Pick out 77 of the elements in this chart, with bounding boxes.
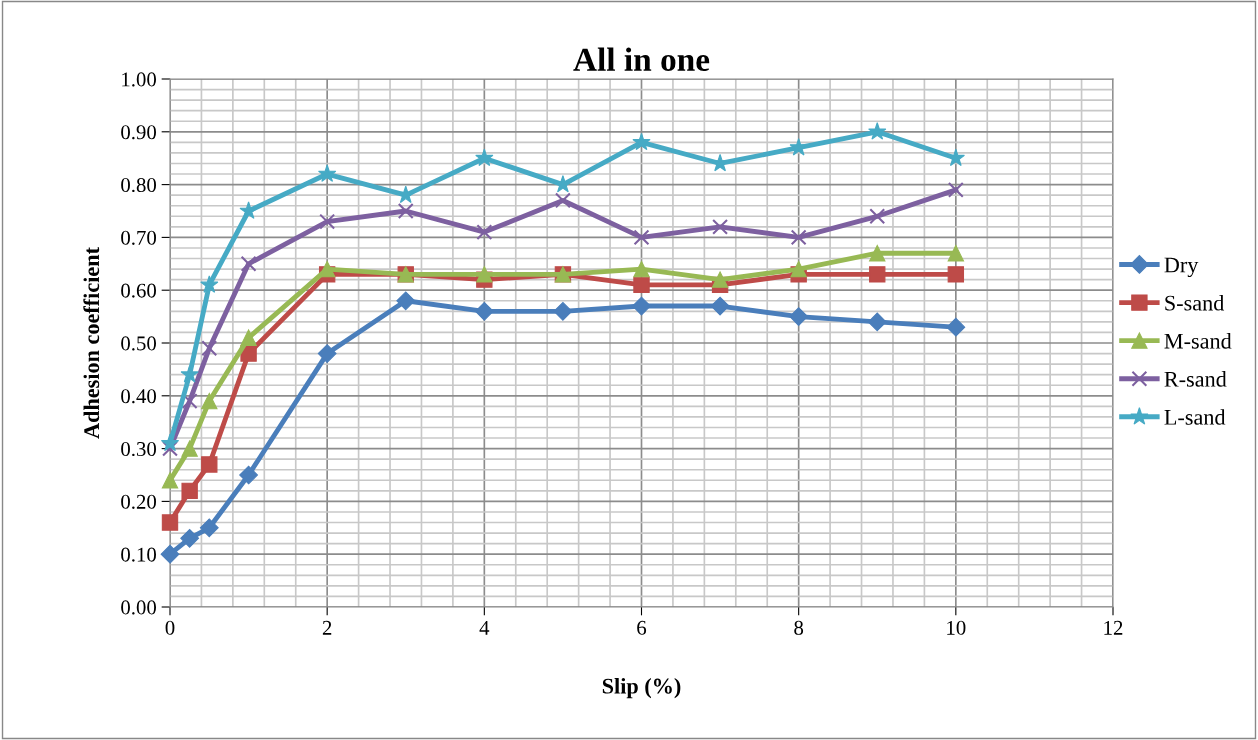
y-tick-label: 0.10 [121,547,157,562]
y-tick-label: 0.00 [121,600,157,615]
point [554,192,571,209]
point [181,440,198,457]
point [396,291,416,311]
point [319,213,336,230]
point [181,482,198,500]
point [239,465,258,485]
point [201,456,218,473]
y-axis-title: Adhesion coefficient [83,247,100,439]
point [868,122,887,140]
point [947,181,964,198]
point [180,528,200,548]
point [160,433,180,452]
point [869,245,886,262]
point [161,472,179,489]
point [712,218,729,235]
y-tick-label: 1.00 [122,72,157,87]
point [240,255,257,272]
x-tick-label: 8 [794,620,804,635]
point [946,317,966,337]
point [867,312,887,332]
y-tick-label: 0.70 [121,230,157,245]
point [318,164,337,182]
point [633,229,650,246]
point [790,229,807,246]
y-tick-label: 0.90 [121,125,157,140]
point [181,393,198,410]
point [162,440,178,457]
point [633,276,650,294]
point [553,301,573,321]
point [200,275,219,293]
point [180,365,199,383]
x-tick-label: 0 [165,620,175,635]
point [199,518,219,538]
point [476,224,493,241]
y-tick-label: 0.30 [121,441,157,457]
legend-label: S-sand [1165,294,1225,311]
point [633,260,650,278]
point [632,132,651,151]
point [711,271,729,288]
point [160,544,180,564]
point [476,266,493,283]
point [632,296,651,316]
point [201,340,218,357]
point [947,266,965,283]
legend-label: R-sand [1164,371,1227,387]
point [474,301,494,321]
y-tick-label: 0.40 [121,389,157,404]
point [710,296,730,316]
point [869,266,886,283]
x-tick-label: 4 [479,620,490,635]
legend-label: M-sand [1164,333,1232,349]
point [239,201,258,219]
x-tick-label: 10 [947,620,966,635]
point [161,514,179,531]
point [789,307,809,326]
legend-label: L-sand [1164,409,1226,425]
point [790,260,807,278]
legend-label: Dry [1164,257,1199,278]
point [317,344,337,363]
point [201,392,218,410]
chart-title: All in one [573,47,710,71]
point [869,208,886,225]
point [947,245,965,262]
x-tick-label: 2 [322,620,332,635]
point [397,203,414,219]
y-tick-label: 0.20 [121,494,157,509]
point [475,148,494,167]
y-tick-label: 0.60 [121,283,157,298]
x-tick-label: 12 [1104,620,1123,635]
point [240,329,257,346]
x-tick-label: 6 [637,620,647,635]
x-axis-title: Slip (%) [602,677,681,699]
point [240,345,257,362]
y-tick-label: 0.80 [121,177,157,193]
y-tick-label: 0.50 [121,336,157,351]
